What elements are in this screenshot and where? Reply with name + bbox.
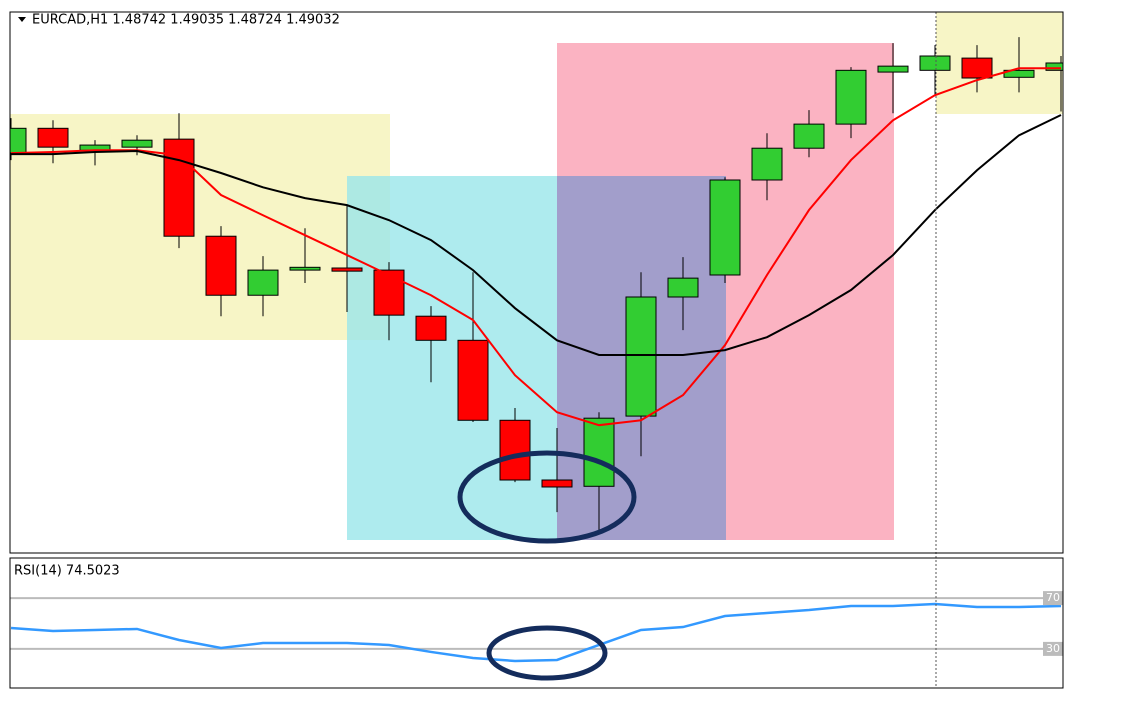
moving-average — [11, 114, 1062, 356]
candle-body — [415, 315, 447, 341]
candle-body — [1003, 69, 1035, 78]
rsi-frame — [9, 557, 1064, 689]
axes: 30 70 — [1043, 591, 1063, 656]
main-frame — [9, 11, 1064, 554]
candle-body — [373, 269, 405, 316]
candle-body — [919, 55, 951, 71]
candle-body — [37, 127, 69, 148]
candle-body — [1045, 62, 1063, 71]
level-box — [1043, 591, 1063, 606]
candle-body — [709, 179, 741, 276]
candle-body — [835, 69, 867, 125]
candle-body — [961, 57, 993, 79]
level-box — [1043, 641, 1063, 656]
candle-body — [121, 139, 153, 148]
highlight-circle — [457, 450, 637, 544]
rsi-title: RSI(14) 74.5023 — [14, 564, 120, 579]
chart-title: EURCAD,H1 1.48742 1.49035 1.48724 1.4903… — [32, 13, 340, 28]
candle-body — [583, 417, 615, 487]
candle-body — [499, 419, 531, 481]
candle-body — [205, 235, 237, 296]
candle-body — [331, 267, 363, 272]
highlight-circle — [486, 625, 608, 681]
candle-body — [667, 277, 699, 298]
candle-body — [625, 296, 657, 417]
candle-body — [247, 269, 279, 296]
candle-body — [877, 65, 909, 73]
candle-body — [751, 147, 783, 181]
level-label: 30 — [1046, 642, 1060, 655]
rsi-line — [10, 602, 1062, 663]
plot — [10, 37, 1063, 533]
candle-body — [793, 123, 825, 149]
rsi-plot — [10, 597, 1063, 663]
zone-yellow — [10, 114, 390, 340]
candle-body — [457, 339, 489, 421]
menu-arrow — [18, 17, 26, 22]
zone-yellow — [936, 12, 1063, 114]
candle-body — [541, 479, 573, 488]
candle-body — [289, 266, 321, 271]
level-label: 70 — [1046, 591, 1060, 604]
